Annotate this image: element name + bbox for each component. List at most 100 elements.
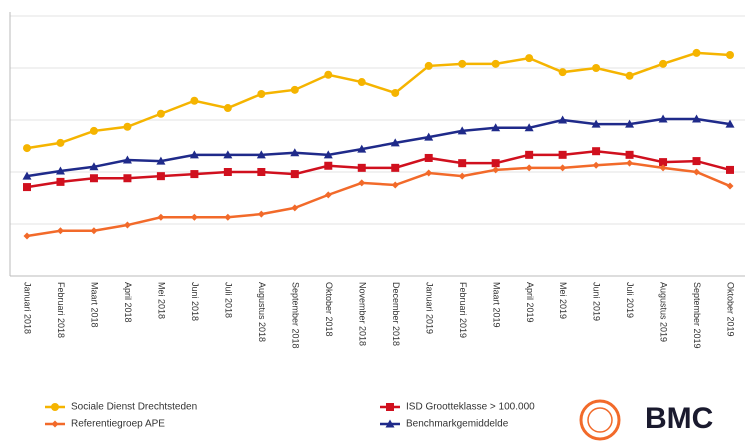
data-point bbox=[324, 191, 332, 199]
data-point bbox=[324, 70, 333, 79]
data-point bbox=[357, 144, 367, 153]
data-point bbox=[357, 78, 366, 87]
x-tick-label: Juni 2018 bbox=[190, 282, 200, 321]
data-point bbox=[525, 164, 533, 172]
legend-label: Referentiegroep APE bbox=[71, 419, 165, 430]
data-point bbox=[692, 114, 702, 123]
data-point bbox=[55, 166, 65, 175]
legend-marker bbox=[51, 403, 59, 411]
x-tick-label: Februari 2019 bbox=[458, 282, 468, 338]
legend-marker bbox=[51, 420, 59, 428]
data-point bbox=[324, 161, 333, 170]
x-tick-label: Augustus 2018 bbox=[257, 282, 267, 342]
data-point bbox=[524, 123, 534, 132]
data-point bbox=[89, 126, 98, 135]
series-line bbox=[26, 149, 731, 189]
legend-item: Referentiegroep APE bbox=[45, 419, 165, 430]
data-point bbox=[692, 157, 701, 166]
data-point bbox=[559, 164, 567, 172]
data-point bbox=[391, 163, 400, 172]
data-point bbox=[156, 156, 166, 165]
data-point bbox=[725, 119, 735, 128]
series-line bbox=[26, 161, 731, 238]
data-point bbox=[290, 85, 299, 94]
data-point bbox=[190, 96, 199, 105]
data-point bbox=[592, 64, 601, 72]
x-tick-label: Oktober 2018 bbox=[324, 282, 334, 337]
data-point bbox=[156, 109, 165, 118]
data-point bbox=[123, 122, 132, 131]
x-tick-label: April 2018 bbox=[123, 282, 133, 323]
data-point bbox=[223, 168, 232, 176]
data-point bbox=[726, 51, 734, 59]
data-point bbox=[224, 213, 232, 221]
data-point bbox=[358, 179, 366, 187]
data-point bbox=[558, 150, 567, 159]
data-point bbox=[592, 161, 600, 169]
data-point bbox=[56, 227, 64, 235]
data-point bbox=[726, 182, 734, 190]
data-point bbox=[491, 59, 500, 68]
x-tick-label: December 2018 bbox=[391, 282, 401, 346]
data-point bbox=[425, 169, 433, 177]
series-line bbox=[26, 117, 731, 178]
logo-stamp bbox=[579, 399, 621, 441]
x-tick-label: April 2019 bbox=[525, 282, 535, 323]
data-point bbox=[23, 232, 31, 240]
data-point bbox=[89, 174, 98, 183]
data-point bbox=[726, 165, 734, 174]
data-point bbox=[625, 119, 635, 128]
legend-label: Benchmarkgemiddelde bbox=[406, 419, 509, 430]
x-tick-label: Oktober 2019 bbox=[726, 282, 736, 337]
x-tick-label: Juli 2018 bbox=[223, 282, 233, 318]
data-point bbox=[257, 210, 265, 218]
legend-label: Sociale Dienst Drechtsteden bbox=[71, 402, 197, 413]
data-point bbox=[659, 158, 668, 167]
legend-item: ISD Grootteklasse > 100.000 bbox=[380, 402, 535, 413]
data-point bbox=[659, 164, 667, 172]
data-point bbox=[457, 126, 467, 135]
data-point bbox=[291, 204, 299, 212]
data-point bbox=[658, 114, 668, 123]
x-tick-label: Mei 2018 bbox=[157, 282, 167, 319]
data-point bbox=[257, 90, 266, 98]
data-point bbox=[256, 150, 266, 159]
data-point bbox=[123, 221, 131, 229]
data-point bbox=[323, 150, 333, 159]
data-point bbox=[223, 104, 232, 113]
data-point bbox=[90, 227, 98, 235]
data-point bbox=[625, 150, 634, 159]
data-point bbox=[56, 138, 65, 147]
x-tick-label: Februari 2018 bbox=[56, 282, 66, 338]
data-point bbox=[458, 159, 467, 168]
legend-marker bbox=[386, 403, 394, 411]
data-point bbox=[458, 59, 467, 68]
series-line bbox=[26, 51, 731, 150]
legend-item: Sociale Dienst Drechtsteden bbox=[45, 402, 197, 413]
x-tick-label: Maart 2019 bbox=[491, 282, 501, 328]
data-point bbox=[491, 123, 501, 132]
data-point bbox=[424, 61, 433, 70]
x-tick-label: Maart 2018 bbox=[90, 282, 100, 328]
data-point bbox=[424, 153, 433, 162]
data-point bbox=[591, 119, 601, 128]
data-point bbox=[525, 150, 534, 159]
data-point bbox=[458, 172, 466, 180]
x-tick-label: September 2018 bbox=[290, 282, 300, 349]
x-tick-label: November 2018 bbox=[357, 282, 367, 346]
x-tick-label: Mei 2019 bbox=[558, 282, 568, 319]
data-point bbox=[290, 170, 299, 179]
data-point bbox=[558, 68, 567, 77]
legend-item: Benchmarkgemiddelde bbox=[380, 419, 509, 430]
data-point bbox=[190, 213, 198, 221]
data-point bbox=[89, 162, 99, 171]
data-point bbox=[692, 48, 701, 57]
data-point bbox=[626, 159, 634, 167]
data-point bbox=[23, 183, 31, 192]
data-point bbox=[190, 170, 199, 179]
x-tick-label: Juni 2019 bbox=[592, 282, 602, 321]
data-point bbox=[223, 150, 233, 159]
x-tick-label: Januari 2018 bbox=[23, 282, 33, 334]
data-point bbox=[122, 155, 132, 164]
data-point bbox=[189, 150, 199, 159]
